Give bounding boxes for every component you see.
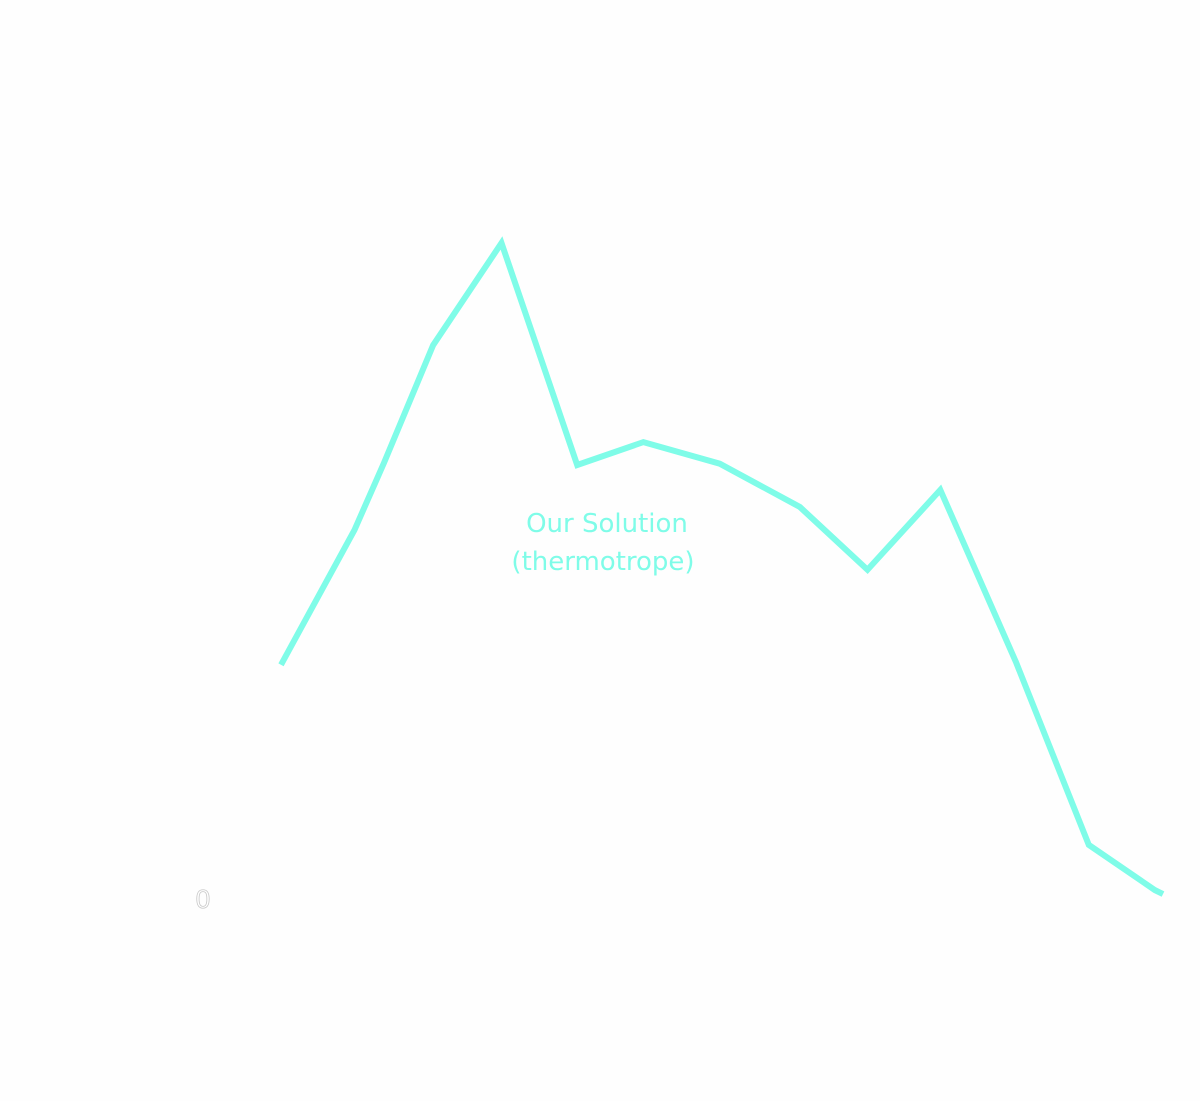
series-annotation-line1: Our Solution [526, 509, 688, 539]
series-layer [278, 236, 1165, 897]
series-annotation-line2: (thermotrope) [511, 547, 694, 577]
y-tick-label-0: 0 [196, 884, 210, 914]
series-line-0 [278, 236, 1165, 897]
